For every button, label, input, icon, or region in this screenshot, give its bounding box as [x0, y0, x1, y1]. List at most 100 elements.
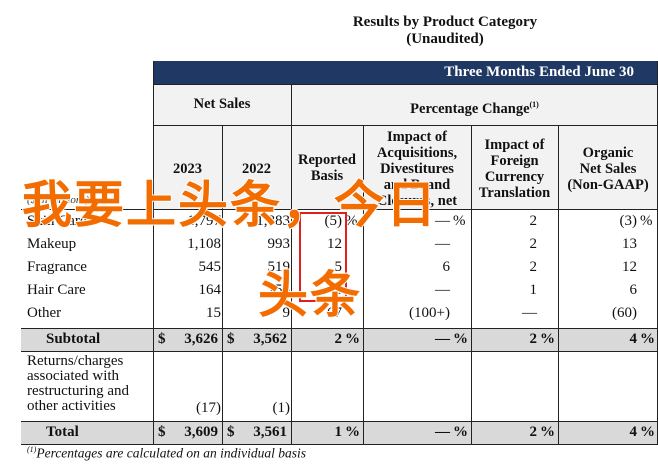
impact-fx-l2: Foreign [490, 153, 539, 169]
grid-line [363, 125, 364, 444]
cell-y2022: 9 [282, 305, 291, 321]
cell-acq: 6 [442, 259, 451, 275]
watermark-line2: 头条 [257, 265, 362, 325]
grid-line [153, 84, 658, 85]
cell-acq: — [435, 236, 450, 252]
subtotal-organic: 4 [629, 331, 638, 347]
subtotal-fx: 2 [529, 331, 538, 347]
grid-line [21, 421, 658, 422]
total-acq: — [435, 424, 450, 440]
returns-2022: (1) [272, 400, 291, 416]
cell-acq: (100+) [409, 305, 450, 321]
impact-fx-l3: Currency [484, 169, 545, 185]
footnote-sup: (1) [27, 445, 37, 454]
footnote-text: Percentages are calculated on an individ… [36, 445, 307, 461]
cell-reported: 12 [327, 236, 342, 252]
cell-y2022: 1,883 [256, 213, 290, 229]
report-title: Results by Product Category [352, 14, 538, 30]
impact-fx-l4: Translation [478, 185, 551, 201]
cell-y2023: 15 [206, 305, 221, 321]
grid-line [21, 444, 658, 445]
total-reported: 1 [334, 424, 343, 440]
returns-2023: (17) [196, 400, 221, 416]
cell-y2023: 1,797 [187, 213, 221, 229]
organic-header: Organic Net Sales (Non-GAAP) [558, 125, 658, 209]
grid-line [21, 209, 658, 210]
cell-y2022: 156 [267, 282, 291, 298]
impact-fx-l1: Impact of [484, 137, 545, 153]
returns-l4: other activities [27, 398, 116, 414]
cell-fx: 2 [529, 213, 538, 229]
cell-y2023: 545 [198, 259, 222, 275]
subtotal-fx-pct: % [540, 331, 555, 347]
net-sales-header: Net Sales [153, 84, 291, 125]
cell-y2023: 164 [198, 282, 222, 298]
impact-acq-l4: and Brand [383, 177, 451, 193]
organic-l2: Net Sales [579, 161, 637, 177]
cell-organic: 6 [629, 282, 638, 298]
subtotal-2022: 3,562 [253, 331, 287, 347]
total-organic: 4 [629, 424, 638, 440]
impact-acq-l5: Closures, net [376, 193, 458, 209]
red-highlight-box [299, 212, 347, 302]
impact-acq-l3: Divestitures [380, 161, 454, 177]
cell-pct: % [453, 213, 466, 229]
returns-l3: restructuring and [27, 383, 130, 399]
footnote: (1)Percentages are calculated on an indi… [27, 445, 306, 462]
report-subtitle: (Unaudited) [406, 31, 484, 47]
cell-acq: — [435, 213, 450, 229]
year-2023-header: 2023 [153, 125, 222, 209]
grid-line [471, 125, 472, 444]
subtotal-band [21, 328, 658, 351]
row-label: Fragrance [27, 259, 87, 275]
percentage-change-header: Percentage Change(1) [291, 84, 658, 125]
period-banner: Three Months Ended June 30 [153, 61, 658, 84]
impact-acq-l2: Acquisitions, [376, 145, 458, 161]
total-label: Total [46, 424, 79, 440]
total-dollar-2022: $ [227, 424, 235, 440]
returns-l2: associated with [27, 368, 120, 384]
cell-organic: (3) [619, 213, 638, 229]
reported-basis-l2: Basis [310, 168, 344, 184]
impact-acquisitions-header: Impact of Acquisitions, Divestitures and… [363, 125, 471, 209]
cell-organic: 13 [622, 236, 637, 252]
cell-reported: 5 [334, 259, 343, 275]
returns-label: Returns/charges associated with restruct… [27, 354, 129, 414]
total-reported-pct: % [345, 424, 360, 440]
cell-y2022: 519 [267, 259, 291, 275]
cell-pct: % [640, 213, 653, 229]
cell-y2023: 1,108 [187, 236, 221, 252]
total-band [21, 421, 658, 444]
cell-fx: 1 [529, 282, 538, 298]
row-label: Makeup [27, 236, 77, 252]
organic-l3: (Non-GAAP) [567, 177, 649, 193]
cell-organic: (60) [612, 305, 637, 321]
total-organic-pct: % [640, 424, 655, 440]
cell-fx: 2 [529, 259, 538, 275]
cell-y2022: 993 [267, 236, 291, 252]
subtotal-reported-pct: % [345, 331, 360, 347]
grid-line [558, 125, 559, 444]
row-label: Other [27, 305, 62, 321]
units-note: ($ in millions) [27, 194, 90, 206]
total-2022: 3,561 [253, 424, 287, 440]
subtotal-label: Subtotal [46, 331, 101, 347]
organic-l1: Organic [582, 145, 634, 161]
returns-l1: Returns/charges [27, 353, 124, 369]
total-fx-pct: % [540, 424, 555, 440]
subtotal-reported: 2 [334, 331, 343, 347]
watermark-line1: 我要上头条，今日 [21, 175, 438, 235]
grid-line [222, 125, 223, 444]
grid-line [21, 351, 658, 352]
cell-acq: — [435, 282, 450, 298]
subtotal-dollar-2023: $ [158, 331, 166, 347]
grid-line [291, 125, 658, 126]
cell-pct: % [345, 213, 358, 229]
subtotal-dollar-2022: $ [227, 331, 235, 347]
percentage-change-label: Percentage Change [410, 100, 530, 117]
reported-basis-header: Reported Basis [291, 125, 363, 209]
row-label: Hair Care [27, 282, 86, 298]
total-acq-pct: % [453, 424, 468, 440]
year-2022-header: 2022 [222, 125, 291, 209]
cell-reported: 5 [334, 282, 343, 298]
